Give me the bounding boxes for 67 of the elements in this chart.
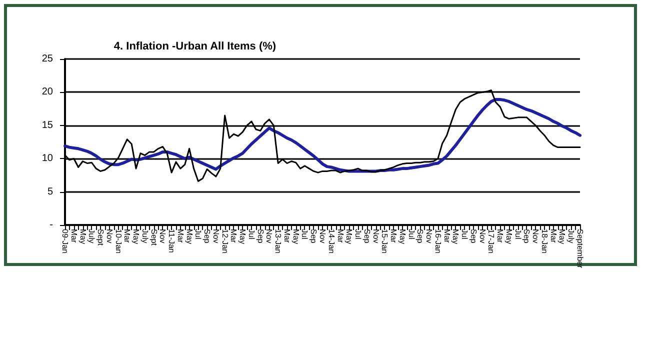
x-tick-label: Nov — [211, 229, 220, 244]
x-tick-label: May — [132, 229, 141, 244]
x-tick-label: Sep — [362, 229, 372, 244]
x-tick-label: Sep — [256, 229, 265, 244]
x-tick-label: Nov — [531, 229, 540, 244]
x-tick-label: Mar — [442, 229, 452, 244]
x-tick-label: Jul — [460, 229, 470, 240]
x-tick-label: Sep — [522, 229, 532, 244]
y-tick-label: - — [50, 220, 53, 230]
x-tick-label: Sep — [202, 229, 212, 244]
x-tick-label: Jul — [300, 229, 310, 240]
x-tick-label: Sept — [149, 229, 158, 246]
x-tick-label: Nov — [104, 229, 114, 244]
line-series — [64, 98, 582, 173]
x-tick-label: Nov — [478, 229, 487, 244]
x-tick-label: Jul — [194, 229, 203, 240]
x-tick-label: Jul — [354, 229, 363, 240]
x-tick-label: 16-Jan — [433, 229, 442, 254]
x-tick-label: May — [451, 229, 460, 244]
chart-title: 4. Inflation -Urban All Items (%) — [114, 40, 276, 52]
x-tick-label: Mar — [229, 229, 238, 244]
x-tick-label: Jul — [406, 229, 416, 240]
x-tick-label: 12-Jan — [220, 229, 230, 254]
x-tick-label: May — [184, 229, 194, 244]
x-tick-label: Sep — [416, 229, 425, 244]
x-tick-label: Mar — [69, 229, 78, 244]
x-tick-label: Sep — [468, 229, 478, 244]
x-tick-label: 18-Jan — [540, 229, 549, 254]
x-tick-label: May — [504, 229, 514, 244]
y-tick-label: 20 — [42, 86, 54, 98]
x-tick-label: Sep — [309, 229, 318, 244]
x-tick-label: Mar — [336, 229, 345, 244]
x-tick-label: May — [291, 229, 300, 244]
x-tick-label: Mar — [389, 229, 398, 244]
x-tick-label: 17-Jan — [486, 229, 496, 254]
x-tick-label: Mar — [282, 229, 292, 244]
x-tick-label: Nov — [424, 229, 434, 244]
y-tick-label: 25 — [42, 54, 54, 64]
x-tick-label: 13-Jan — [274, 229, 283, 254]
x-tick-label: July — [87, 229, 96, 244]
x-tick-label: July — [140, 229, 150, 244]
x-tick-label: Nov — [318, 229, 327, 244]
y-tick-label: 15 — [42, 120, 54, 131]
x-tick-label: Nov — [158, 229, 168, 244]
x-tick-label: May — [344, 229, 354, 244]
y-tick-label: 5 — [47, 186, 54, 198]
x-tick-label: 11-Jan — [167, 229, 176, 253]
x-tick-label: May — [238, 229, 248, 244]
x-tick-label: Mar — [496, 229, 505, 244]
x-tick-label: September — [576, 229, 584, 268]
x-tick-label: Jul — [246, 229, 256, 240]
x-tick-label: 14-Jan — [326, 229, 336, 254]
x-tick-label: May — [78, 229, 88, 244]
x-tick-label: 15-Jan — [380, 229, 390, 254]
x-tick-label: Mar — [122, 229, 132, 244]
x-tick-label: July — [566, 229, 576, 244]
y-tick-label: 10 — [42, 153, 54, 164]
x-tick-label: Sept — [96, 229, 106, 246]
x-tick-label: May — [558, 229, 567, 244]
x-tick-label: Nov — [371, 229, 380, 244]
x-tick-label: Mar — [548, 229, 558, 244]
x-tick-label: Mar — [176, 229, 185, 244]
x-tick-label: Jul — [513, 229, 522, 240]
x-tick-label: 10-Jan — [114, 229, 123, 254]
x-tick-label: May — [398, 229, 407, 244]
x-tick-label: 09-Jan — [60, 229, 70, 254]
x-tick-label: Nov — [264, 229, 274, 244]
